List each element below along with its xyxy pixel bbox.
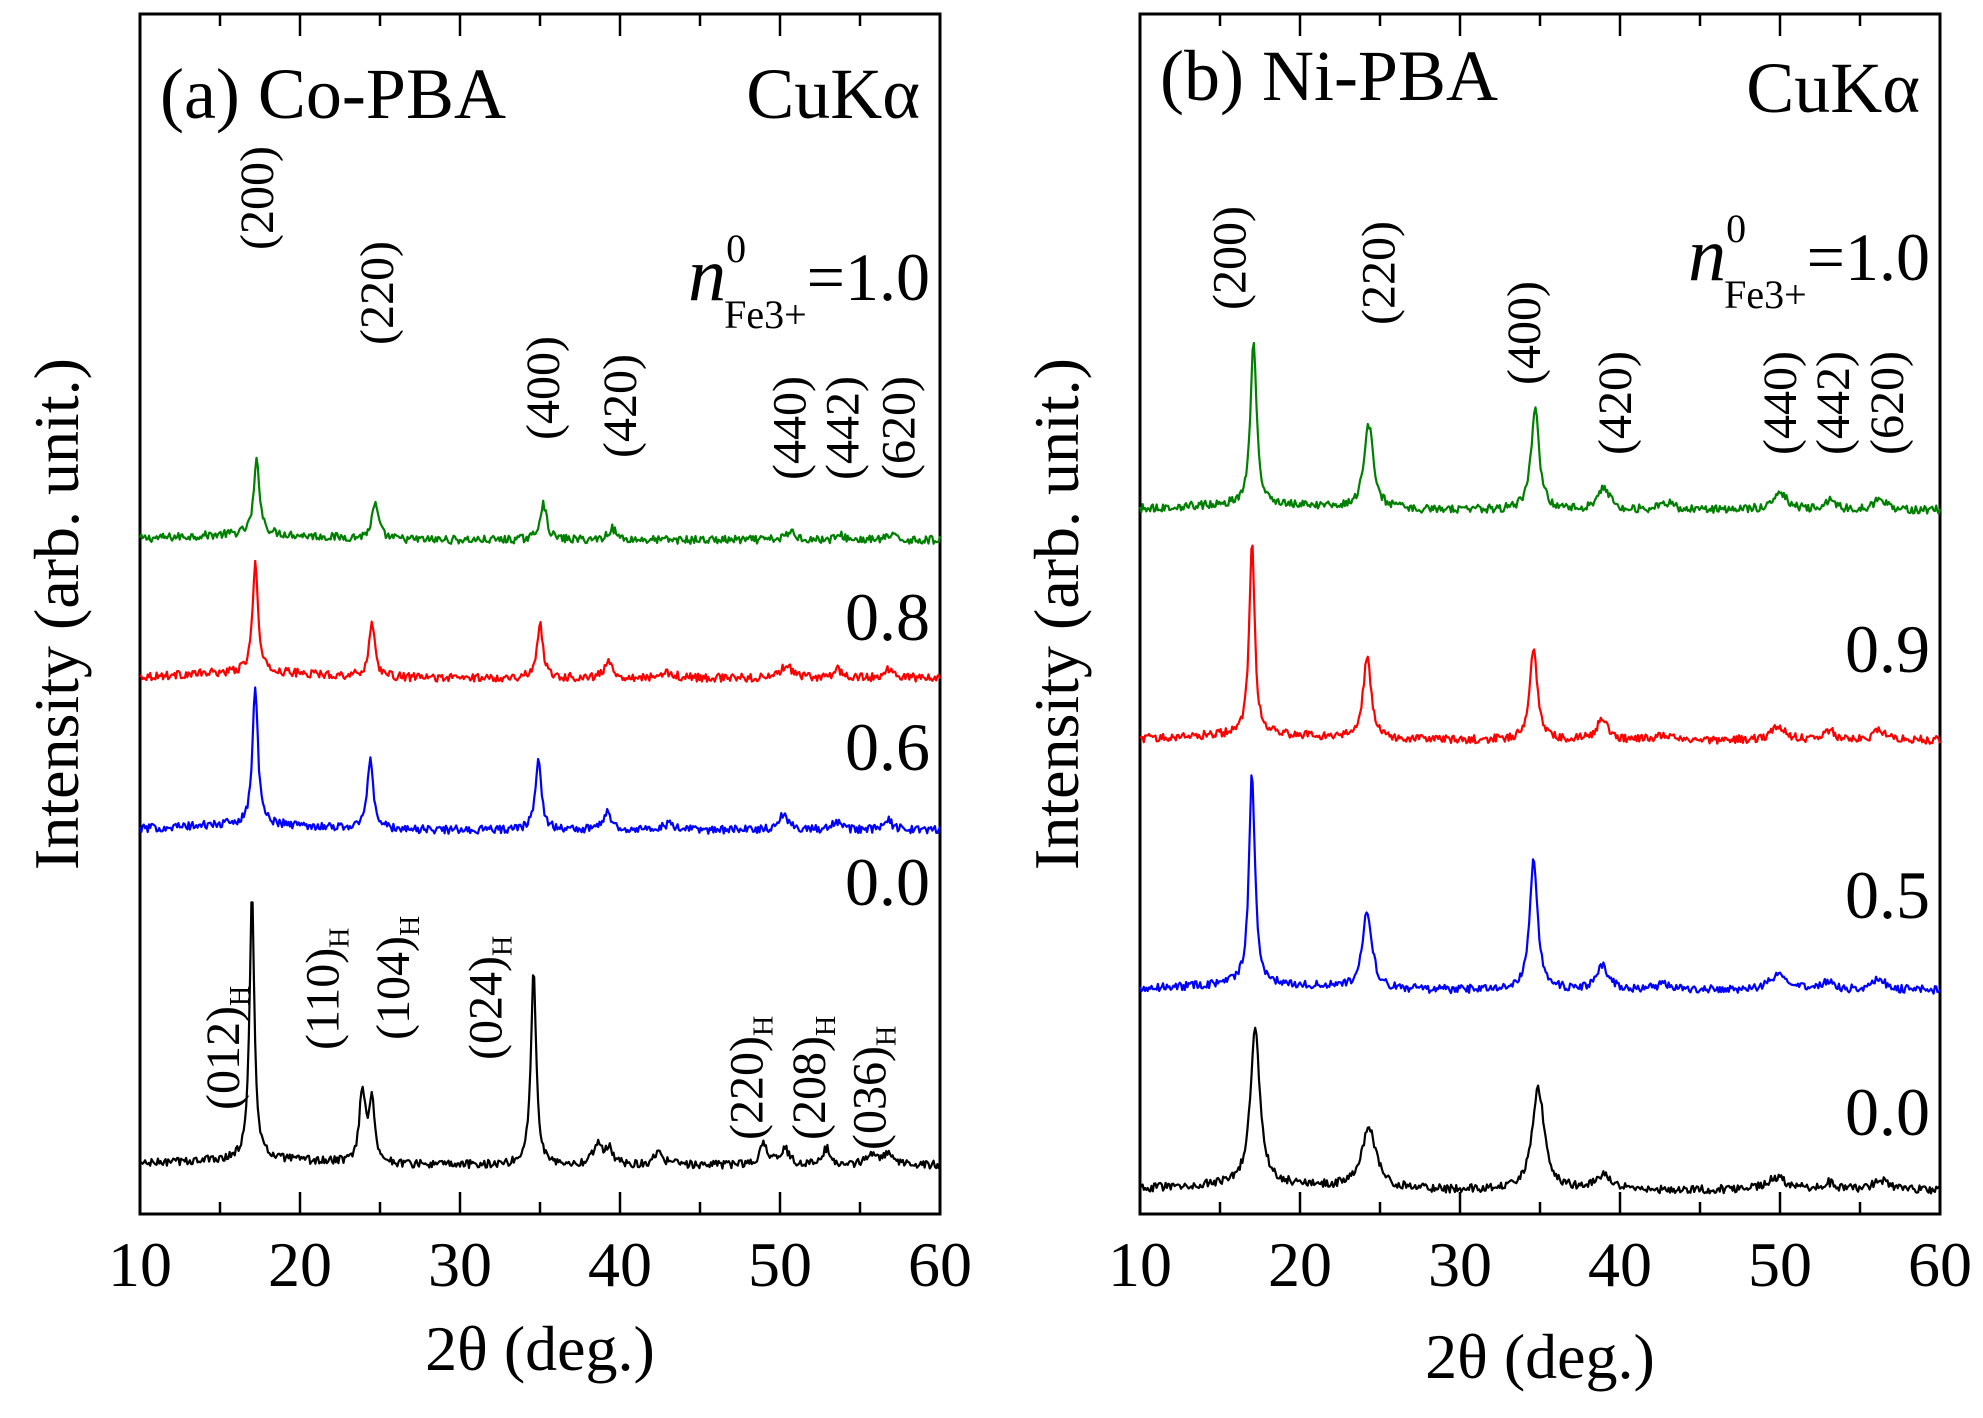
series-label: 0.6 (845, 709, 930, 785)
series-label: 0.0 (845, 844, 930, 920)
x-tick-label: 10 (1108, 1229, 1172, 1300)
panel-b-radiation-label: CuKα (1746, 48, 1920, 128)
hex-peak-index-label: (110)H (296, 928, 355, 1050)
peak-index-label: (200) (231, 146, 284, 250)
x-tick-label: 50 (748, 1229, 812, 1300)
x-tick-label: 10 (108, 1229, 172, 1300)
panel-b-x-axis-label: 2θ (deg.) (1425, 1321, 1655, 1392)
peak-index-label: (442) (816, 376, 869, 480)
xrd-trace-10 (138, 456, 942, 546)
x-tick-label: 40 (588, 1229, 652, 1300)
xrd-trace-08 (139, 559, 942, 683)
panel-b-ni-pba: 10 20 30 40 50 60 (200) (220) (400) (420) (440) (4… (1021, 12, 1972, 1392)
hex-peak-index-label: (220)H (720, 1016, 779, 1140)
xrd-trace-10 (1138, 341, 1942, 515)
series-label: 0.5 (1845, 857, 1930, 933)
panel-a-peak-labels: (200) (220) (400) (420) (440) (442) (620) (012)… (197, 146, 925, 1150)
peak-index-label: (220) (351, 241, 404, 345)
peak-index-label: (440) (1754, 351, 1807, 455)
peak-index-label: (420) (594, 354, 647, 458)
panel-b-curve-labels: n0 Fe3+=1.0 0.9 0.5 0.0 (1688, 206, 1930, 1150)
x-tick-label: 30 (1428, 1229, 1492, 1300)
x-tick-label: 40 (1588, 1229, 1652, 1300)
xrd-trace-06 (138, 686, 942, 835)
panel-a-ticks: 10 20 30 40 50 60 (108, 14, 972, 1300)
panel-b-ticks: 10 20 30 40 50 60 (1108, 14, 1972, 1300)
xrd-trace-00 (1139, 1026, 1941, 1195)
xrd-trace-00 (139, 901, 941, 1170)
hex-peak-index-label: (012)H (197, 986, 256, 1110)
x-tick-label: 30 (428, 1229, 492, 1300)
peak-index-label: (220) (1352, 221, 1405, 325)
peak-index-label: (440) (764, 376, 817, 480)
series-label: n0 Fe3+=1.0 (1688, 206, 1930, 317)
panel-b-peak-labels: (200) (220) (400) (420) (440) (442) (620) (1204, 206, 1915, 455)
panel-b-traces (1138, 341, 1942, 1195)
x-tick-label: 50 (1748, 1229, 1812, 1300)
panel-b-title: (b) Ni-PBA (1160, 36, 1498, 116)
x-tick-label: 20 (1268, 1229, 1332, 1300)
peak-index-label: (400) (1498, 281, 1551, 385)
peak-index-label: (400) (517, 336, 570, 440)
peak-index-label: (620) (872, 376, 925, 480)
hex-peak-index-label: (024)H (460, 936, 519, 1060)
peak-index-label: (442) (1807, 351, 1860, 455)
panel-a-radiation-label: CuKα (746, 54, 920, 134)
series-label: 0.8 (845, 579, 930, 655)
panel-a-x-axis-label: 2θ (deg.) (425, 1313, 655, 1384)
panel-b-plot-frame (1138, 12, 1942, 1216)
series-label: 0.9 (1845, 611, 1930, 687)
hex-peak-index-label: (104)H (367, 916, 426, 1040)
peak-index-label: (620) (1861, 351, 1914, 455)
series-label: 0.0 (1845, 1074, 1930, 1150)
x-tick-label: 20 (268, 1229, 332, 1300)
x-tick-label: 60 (1908, 1229, 1972, 1300)
panel-a-y-axis-label: Intensity (arb. unit.) (21, 358, 92, 870)
hex-peak-index-label: (208)H (783, 1016, 842, 1140)
series-label: n0 Fe3+=1.0 (688, 226, 930, 337)
panel-b-y-axis-label: Intensity (arb. unit.) (1021, 358, 1092, 870)
panel-a-co-pba: 10 20 30 40 50 60 (200) (220) (400) (420) (440) (4… (21, 12, 972, 1384)
peak-index-label: (200) (1204, 206, 1257, 310)
panel-a-title: (a) Co-PBA (160, 54, 506, 134)
panel-a-curve-labels: n0 Fe3+=1.0 0.8 0.6 0.0 (688, 226, 930, 920)
xrd-trace-09 (1139, 544, 1942, 745)
panel-a-traces (138, 456, 942, 1170)
hex-peak-index-label: (036)H (844, 1026, 903, 1150)
peak-index-label: (420) (1589, 351, 1642, 455)
xrd-trace-05 (1138, 774, 1941, 995)
x-tick-label: 60 (908, 1229, 972, 1300)
